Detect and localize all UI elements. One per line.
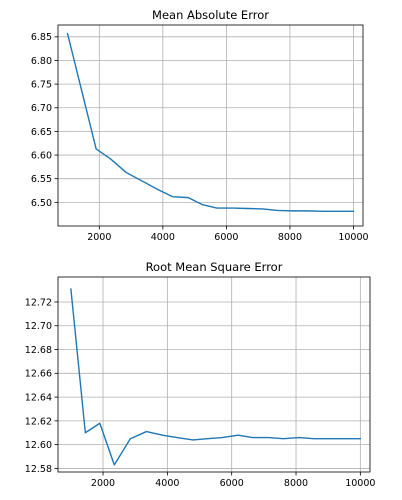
rmse-chart-title: Root Mean Square Error bbox=[146, 260, 283, 274]
mae-x-tick-label: 4000 bbox=[151, 232, 175, 243]
mae-x-tick-label: 2000 bbox=[87, 232, 111, 243]
mae-plot-frame bbox=[57, 24, 364, 227]
rmse-x-tick-label: 6000 bbox=[220, 478, 244, 489]
mae-y-tick-label: 6.50 bbox=[31, 198, 52, 209]
rmse-grid bbox=[58, 277, 370, 472]
rmse-x-tick-label: 8000 bbox=[284, 478, 308, 489]
rmse-y-tick-label: 12.66 bbox=[25, 369, 52, 380]
mae-x-tick-label: 10000 bbox=[338, 232, 368, 243]
rmse-plot-frame bbox=[57, 276, 371, 473]
rmse-y-tick-label: 12.68 bbox=[25, 345, 52, 356]
mae-x-tick-label: 8000 bbox=[278, 232, 302, 243]
rmse-x-tick-label: 4000 bbox=[155, 478, 179, 489]
rmse-y-tick-label: 12.72 bbox=[25, 297, 52, 308]
rmse-y-tick-label: 12.62 bbox=[25, 416, 52, 427]
rmse-series-line bbox=[70, 288, 362, 466]
rmse-x-tick-label: 10000 bbox=[345, 478, 375, 489]
mae-y-tick-label: 6.65 bbox=[31, 127, 52, 138]
mae-y-tick-label: 6.70 bbox=[31, 103, 52, 114]
mae-y-tick-label: 6.60 bbox=[31, 150, 52, 161]
rmse-x-tick-label: 2000 bbox=[91, 478, 115, 489]
rmse-y-tick-label: 12.60 bbox=[25, 440, 52, 451]
mae-chart: Mean Absolute Error 2000 4000 6000 8000 1000… bbox=[31, 8, 369, 243]
mae-y-tick-label: 6.55 bbox=[31, 174, 52, 185]
mae-x-tick-label: 6000 bbox=[214, 232, 238, 243]
mae-series-line bbox=[66, 32, 355, 213]
rmse-y-tick-label: 12.64 bbox=[25, 392, 52, 403]
mae-y-tick-label: 6.80 bbox=[31, 56, 52, 67]
mae-grid bbox=[58, 25, 363, 226]
mae-y-tick-label: 6.75 bbox=[31, 80, 52, 91]
mae-chart-title: Mean Absolute Error bbox=[152, 8, 269, 22]
mae-y-tick-label: 6.85 bbox=[31, 32, 52, 43]
rmse-chart: Root Mean Square Error 2000 4000 6000 8000 1… bbox=[25, 260, 376, 489]
rmse-y-tick-label: 12.70 bbox=[25, 321, 52, 332]
rmse-y-tick-label: 12.58 bbox=[25, 464, 52, 475]
